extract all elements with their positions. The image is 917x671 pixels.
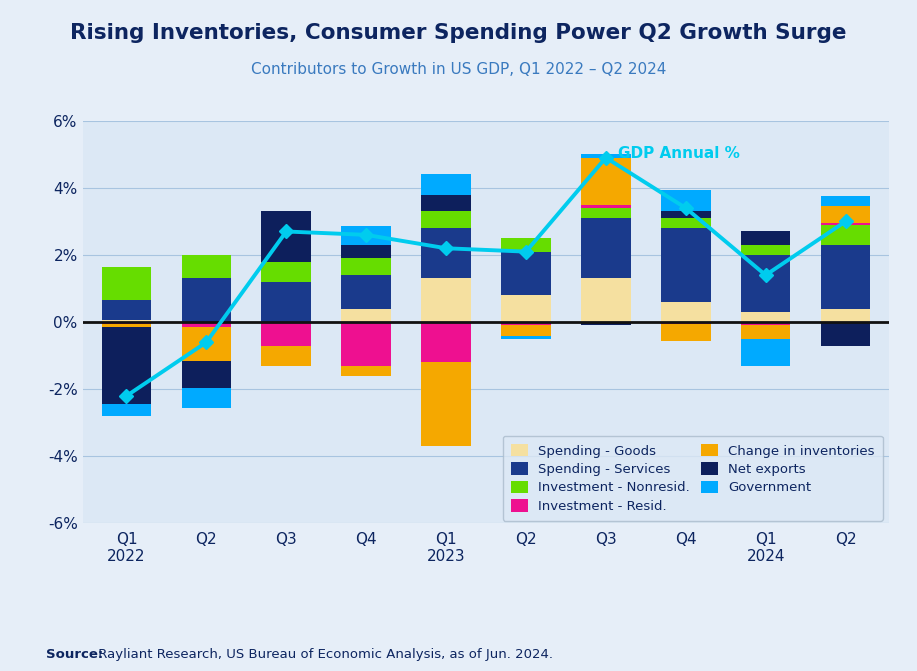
Bar: [182, 278, 231, 322]
Bar: [741, 322, 790, 325]
Bar: [182, 361, 231, 388]
Bar: [421, 195, 470, 211]
Bar: [821, 225, 870, 245]
Bar: [261, 282, 311, 322]
Bar: [421, 362, 470, 446]
Bar: [741, 231, 790, 245]
Bar: [182, 388, 231, 408]
Bar: [261, 322, 311, 346]
Bar: [421, 278, 470, 322]
Bar: [581, 154, 631, 158]
Bar: [102, 321, 151, 322]
Bar: [341, 309, 391, 322]
Bar: [581, 322, 631, 325]
Bar: [661, 211, 711, 218]
Bar: [741, 245, 790, 255]
Bar: [102, 301, 151, 321]
Bar: [261, 262, 311, 282]
Text: Rising Inventories, Consumer Spending Power Q2 Growth Surge: Rising Inventories, Consumer Spending Po…: [71, 23, 846, 44]
Bar: [502, 336, 551, 339]
Bar: [581, 158, 631, 205]
Bar: [341, 258, 391, 275]
Bar: [102, 267, 151, 301]
Text: Contributors to Growth in US GDP, Q1 2022 – Q2 2024: Contributors to Growth in US GDP, Q1 202…: [251, 62, 666, 76]
Bar: [502, 322, 551, 325]
Bar: [102, 324, 151, 327]
Text: Rayliant Research, US Bureau of Economic Analysis, as of Jun. 2024.: Rayliant Research, US Bureau of Economic…: [94, 648, 553, 661]
Bar: [741, 255, 790, 312]
Bar: [182, 327, 231, 361]
Bar: [341, 227, 391, 245]
Bar: [661, 228, 711, 302]
Bar: [182, 255, 231, 278]
Bar: [741, 339, 790, 366]
Bar: [661, 218, 711, 228]
Bar: [421, 228, 470, 278]
Bar: [102, 404, 151, 416]
Bar: [261, 346, 311, 366]
Legend: Spending - Goods, Spending - Services, Investment - Nonresid., Investment - Resi: Spending - Goods, Spending - Services, I…: [503, 436, 883, 521]
Bar: [821, 207, 870, 223]
Bar: [581, 208, 631, 218]
Bar: [821, 197, 870, 207]
Bar: [102, 322, 151, 324]
Bar: [102, 327, 151, 404]
Bar: [821, 223, 870, 225]
Bar: [581, 205, 631, 208]
Text: GDP Annual %: GDP Annual %: [618, 146, 740, 161]
Bar: [502, 238, 551, 252]
Bar: [581, 218, 631, 278]
Bar: [261, 211, 311, 262]
Bar: [341, 366, 391, 376]
Bar: [182, 322, 231, 327]
Bar: [661, 302, 711, 322]
Bar: [502, 325, 551, 336]
Bar: [502, 295, 551, 322]
Bar: [821, 322, 870, 346]
Bar: [421, 211, 470, 228]
Bar: [341, 245, 391, 258]
Bar: [581, 278, 631, 322]
Bar: [421, 322, 470, 362]
Bar: [821, 309, 870, 322]
Bar: [741, 312, 790, 322]
Bar: [341, 275, 391, 309]
Bar: [341, 322, 391, 366]
Bar: [741, 325, 790, 339]
Bar: [661, 322, 711, 324]
Bar: [502, 252, 551, 295]
Bar: [821, 245, 870, 309]
Bar: [421, 174, 470, 195]
Bar: [661, 190, 711, 211]
Text: Source:: Source:: [46, 648, 103, 661]
Bar: [661, 324, 711, 341]
